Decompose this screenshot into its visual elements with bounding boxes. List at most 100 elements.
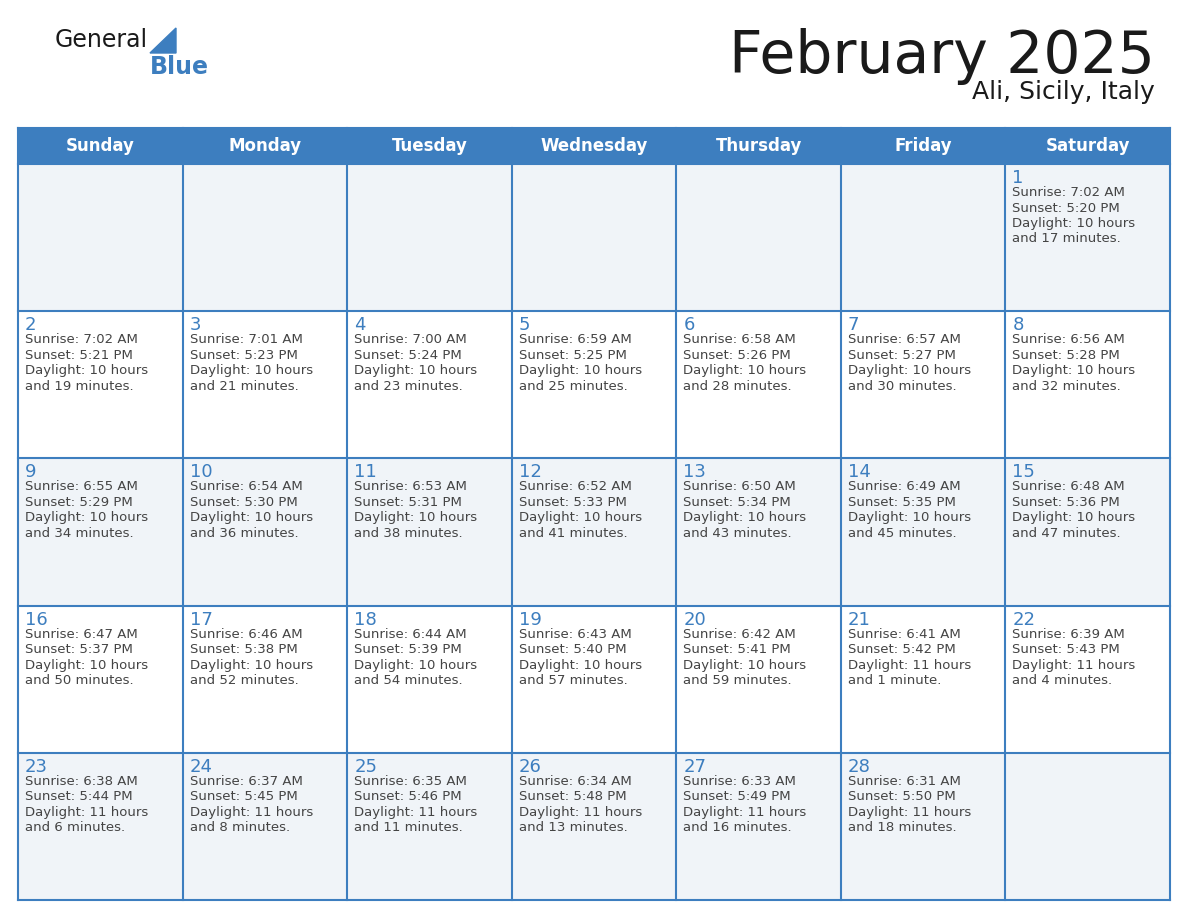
- Text: Daylight: 11 hours: Daylight: 11 hours: [1012, 658, 1136, 672]
- Bar: [18, 458, 1170, 606]
- Text: and 30 minutes.: and 30 minutes.: [848, 380, 956, 393]
- Text: Sunrise: 6:35 AM: Sunrise: 6:35 AM: [354, 775, 467, 788]
- Text: Sunset: 5:43 PM: Sunset: 5:43 PM: [1012, 644, 1120, 656]
- Text: 25: 25: [354, 757, 377, 776]
- Text: and 50 minutes.: and 50 minutes.: [25, 674, 133, 687]
- Text: 22: 22: [1012, 610, 1036, 629]
- Text: Sunrise: 7:02 AM: Sunrise: 7:02 AM: [1012, 186, 1125, 199]
- Bar: [18, 128, 1170, 164]
- Text: Sunset: 5:30 PM: Sunset: 5:30 PM: [190, 496, 297, 509]
- Text: 27: 27: [683, 757, 707, 776]
- Text: Sunset: 5:25 PM: Sunset: 5:25 PM: [519, 349, 626, 362]
- Text: and 32 minutes.: and 32 minutes.: [1012, 380, 1121, 393]
- Text: Sunrise: 6:34 AM: Sunrise: 6:34 AM: [519, 775, 632, 788]
- Text: and 36 minutes.: and 36 minutes.: [190, 527, 298, 540]
- Text: Daylight: 11 hours: Daylight: 11 hours: [354, 806, 478, 819]
- Text: Thursday: Thursday: [715, 137, 802, 155]
- Text: and 28 minutes.: and 28 minutes.: [683, 380, 792, 393]
- Text: Sunrise: 6:50 AM: Sunrise: 6:50 AM: [683, 480, 796, 493]
- Text: Sunset: 5:46 PM: Sunset: 5:46 PM: [354, 790, 462, 803]
- Text: 6: 6: [683, 316, 695, 334]
- Text: Sunset: 5:28 PM: Sunset: 5:28 PM: [1012, 349, 1120, 362]
- Text: Sunset: 5:37 PM: Sunset: 5:37 PM: [25, 644, 133, 656]
- Text: Sunset: 5:23 PM: Sunset: 5:23 PM: [190, 349, 297, 362]
- Text: Sunrise: 6:41 AM: Sunrise: 6:41 AM: [848, 628, 961, 641]
- Text: 9: 9: [25, 464, 37, 481]
- Text: Sunset: 5:20 PM: Sunset: 5:20 PM: [1012, 201, 1120, 215]
- Text: Sunrise: 6:52 AM: Sunrise: 6:52 AM: [519, 480, 632, 493]
- Text: Sunset: 5:45 PM: Sunset: 5:45 PM: [190, 790, 297, 803]
- Text: and 11 minutes.: and 11 minutes.: [354, 822, 463, 834]
- Text: Sunrise: 6:48 AM: Sunrise: 6:48 AM: [1012, 480, 1125, 493]
- Text: 10: 10: [190, 464, 213, 481]
- Text: 26: 26: [519, 757, 542, 776]
- Text: Sunrise: 6:53 AM: Sunrise: 6:53 AM: [354, 480, 467, 493]
- Text: and 25 minutes.: and 25 minutes.: [519, 380, 627, 393]
- Text: Sunrise: 6:44 AM: Sunrise: 6:44 AM: [354, 628, 467, 641]
- Text: 13: 13: [683, 464, 706, 481]
- Text: Sunrise: 7:01 AM: Sunrise: 7:01 AM: [190, 333, 303, 346]
- Text: Daylight: 10 hours: Daylight: 10 hours: [519, 364, 642, 377]
- Text: Daylight: 10 hours: Daylight: 10 hours: [190, 658, 312, 672]
- Text: 11: 11: [354, 464, 377, 481]
- Text: 17: 17: [190, 610, 213, 629]
- Text: Sunset: 5:50 PM: Sunset: 5:50 PM: [848, 790, 955, 803]
- Text: Daylight: 10 hours: Daylight: 10 hours: [354, 364, 478, 377]
- Text: and 13 minutes.: and 13 minutes.: [519, 822, 627, 834]
- Text: Sunrise: 6:37 AM: Sunrise: 6:37 AM: [190, 775, 303, 788]
- Text: Blue: Blue: [150, 55, 209, 79]
- Text: and 41 minutes.: and 41 minutes.: [519, 527, 627, 540]
- Text: Sunset: 5:36 PM: Sunset: 5:36 PM: [1012, 496, 1120, 509]
- Text: and 38 minutes.: and 38 minutes.: [354, 527, 463, 540]
- Text: Daylight: 10 hours: Daylight: 10 hours: [25, 364, 148, 377]
- Text: Sunrise: 6:47 AM: Sunrise: 6:47 AM: [25, 628, 138, 641]
- Text: Sunrise: 6:38 AM: Sunrise: 6:38 AM: [25, 775, 138, 788]
- Text: Daylight: 10 hours: Daylight: 10 hours: [25, 511, 148, 524]
- Text: Daylight: 10 hours: Daylight: 10 hours: [848, 364, 971, 377]
- Text: Daylight: 10 hours: Daylight: 10 hours: [1012, 511, 1136, 524]
- Text: 7: 7: [848, 316, 859, 334]
- Text: and 45 minutes.: and 45 minutes.: [848, 527, 956, 540]
- Text: Sunrise: 6:58 AM: Sunrise: 6:58 AM: [683, 333, 796, 346]
- Bar: [18, 753, 1170, 900]
- Text: Sunrise: 7:02 AM: Sunrise: 7:02 AM: [25, 333, 138, 346]
- Text: Daylight: 10 hours: Daylight: 10 hours: [1012, 364, 1136, 377]
- Text: Friday: Friday: [895, 137, 952, 155]
- Text: Daylight: 11 hours: Daylight: 11 hours: [848, 658, 971, 672]
- Text: Daylight: 10 hours: Daylight: 10 hours: [683, 364, 807, 377]
- Text: 8: 8: [1012, 316, 1024, 334]
- Text: Sunset: 5:44 PM: Sunset: 5:44 PM: [25, 790, 133, 803]
- Text: and 52 minutes.: and 52 minutes.: [190, 674, 298, 687]
- Text: 3: 3: [190, 316, 201, 334]
- Text: and 17 minutes.: and 17 minutes.: [1012, 232, 1121, 245]
- Text: Daylight: 10 hours: Daylight: 10 hours: [354, 511, 478, 524]
- Text: Daylight: 10 hours: Daylight: 10 hours: [683, 511, 807, 524]
- Text: 19: 19: [519, 610, 542, 629]
- Text: 1: 1: [1012, 169, 1024, 187]
- Text: Sunset: 5:38 PM: Sunset: 5:38 PM: [190, 644, 297, 656]
- Text: Sunday: Sunday: [65, 137, 134, 155]
- Text: 12: 12: [519, 464, 542, 481]
- Text: and 8 minutes.: and 8 minutes.: [190, 822, 290, 834]
- Text: 15: 15: [1012, 464, 1035, 481]
- Text: Sunrise: 6:39 AM: Sunrise: 6:39 AM: [1012, 628, 1125, 641]
- Text: February 2025: February 2025: [729, 28, 1155, 85]
- Text: and 23 minutes.: and 23 minutes.: [354, 380, 463, 393]
- Text: and 34 minutes.: and 34 minutes.: [25, 527, 133, 540]
- Text: Sunrise: 6:43 AM: Sunrise: 6:43 AM: [519, 628, 632, 641]
- Text: 4: 4: [354, 316, 366, 334]
- Text: Daylight: 11 hours: Daylight: 11 hours: [683, 806, 807, 819]
- Text: and 59 minutes.: and 59 minutes.: [683, 674, 792, 687]
- Text: and 19 minutes.: and 19 minutes.: [25, 380, 133, 393]
- Text: and 6 minutes.: and 6 minutes.: [25, 822, 125, 834]
- Text: Sunset: 5:33 PM: Sunset: 5:33 PM: [519, 496, 626, 509]
- Text: Sunrise: 6:57 AM: Sunrise: 6:57 AM: [848, 333, 961, 346]
- Bar: [18, 311, 1170, 458]
- Text: Sunset: 5:49 PM: Sunset: 5:49 PM: [683, 790, 791, 803]
- Text: Sunset: 5:34 PM: Sunset: 5:34 PM: [683, 496, 791, 509]
- Text: Sunrise: 6:31 AM: Sunrise: 6:31 AM: [848, 775, 961, 788]
- Text: Daylight: 10 hours: Daylight: 10 hours: [190, 511, 312, 524]
- Bar: [18, 164, 1170, 311]
- Text: Sunset: 5:48 PM: Sunset: 5:48 PM: [519, 790, 626, 803]
- Text: Daylight: 11 hours: Daylight: 11 hours: [519, 806, 642, 819]
